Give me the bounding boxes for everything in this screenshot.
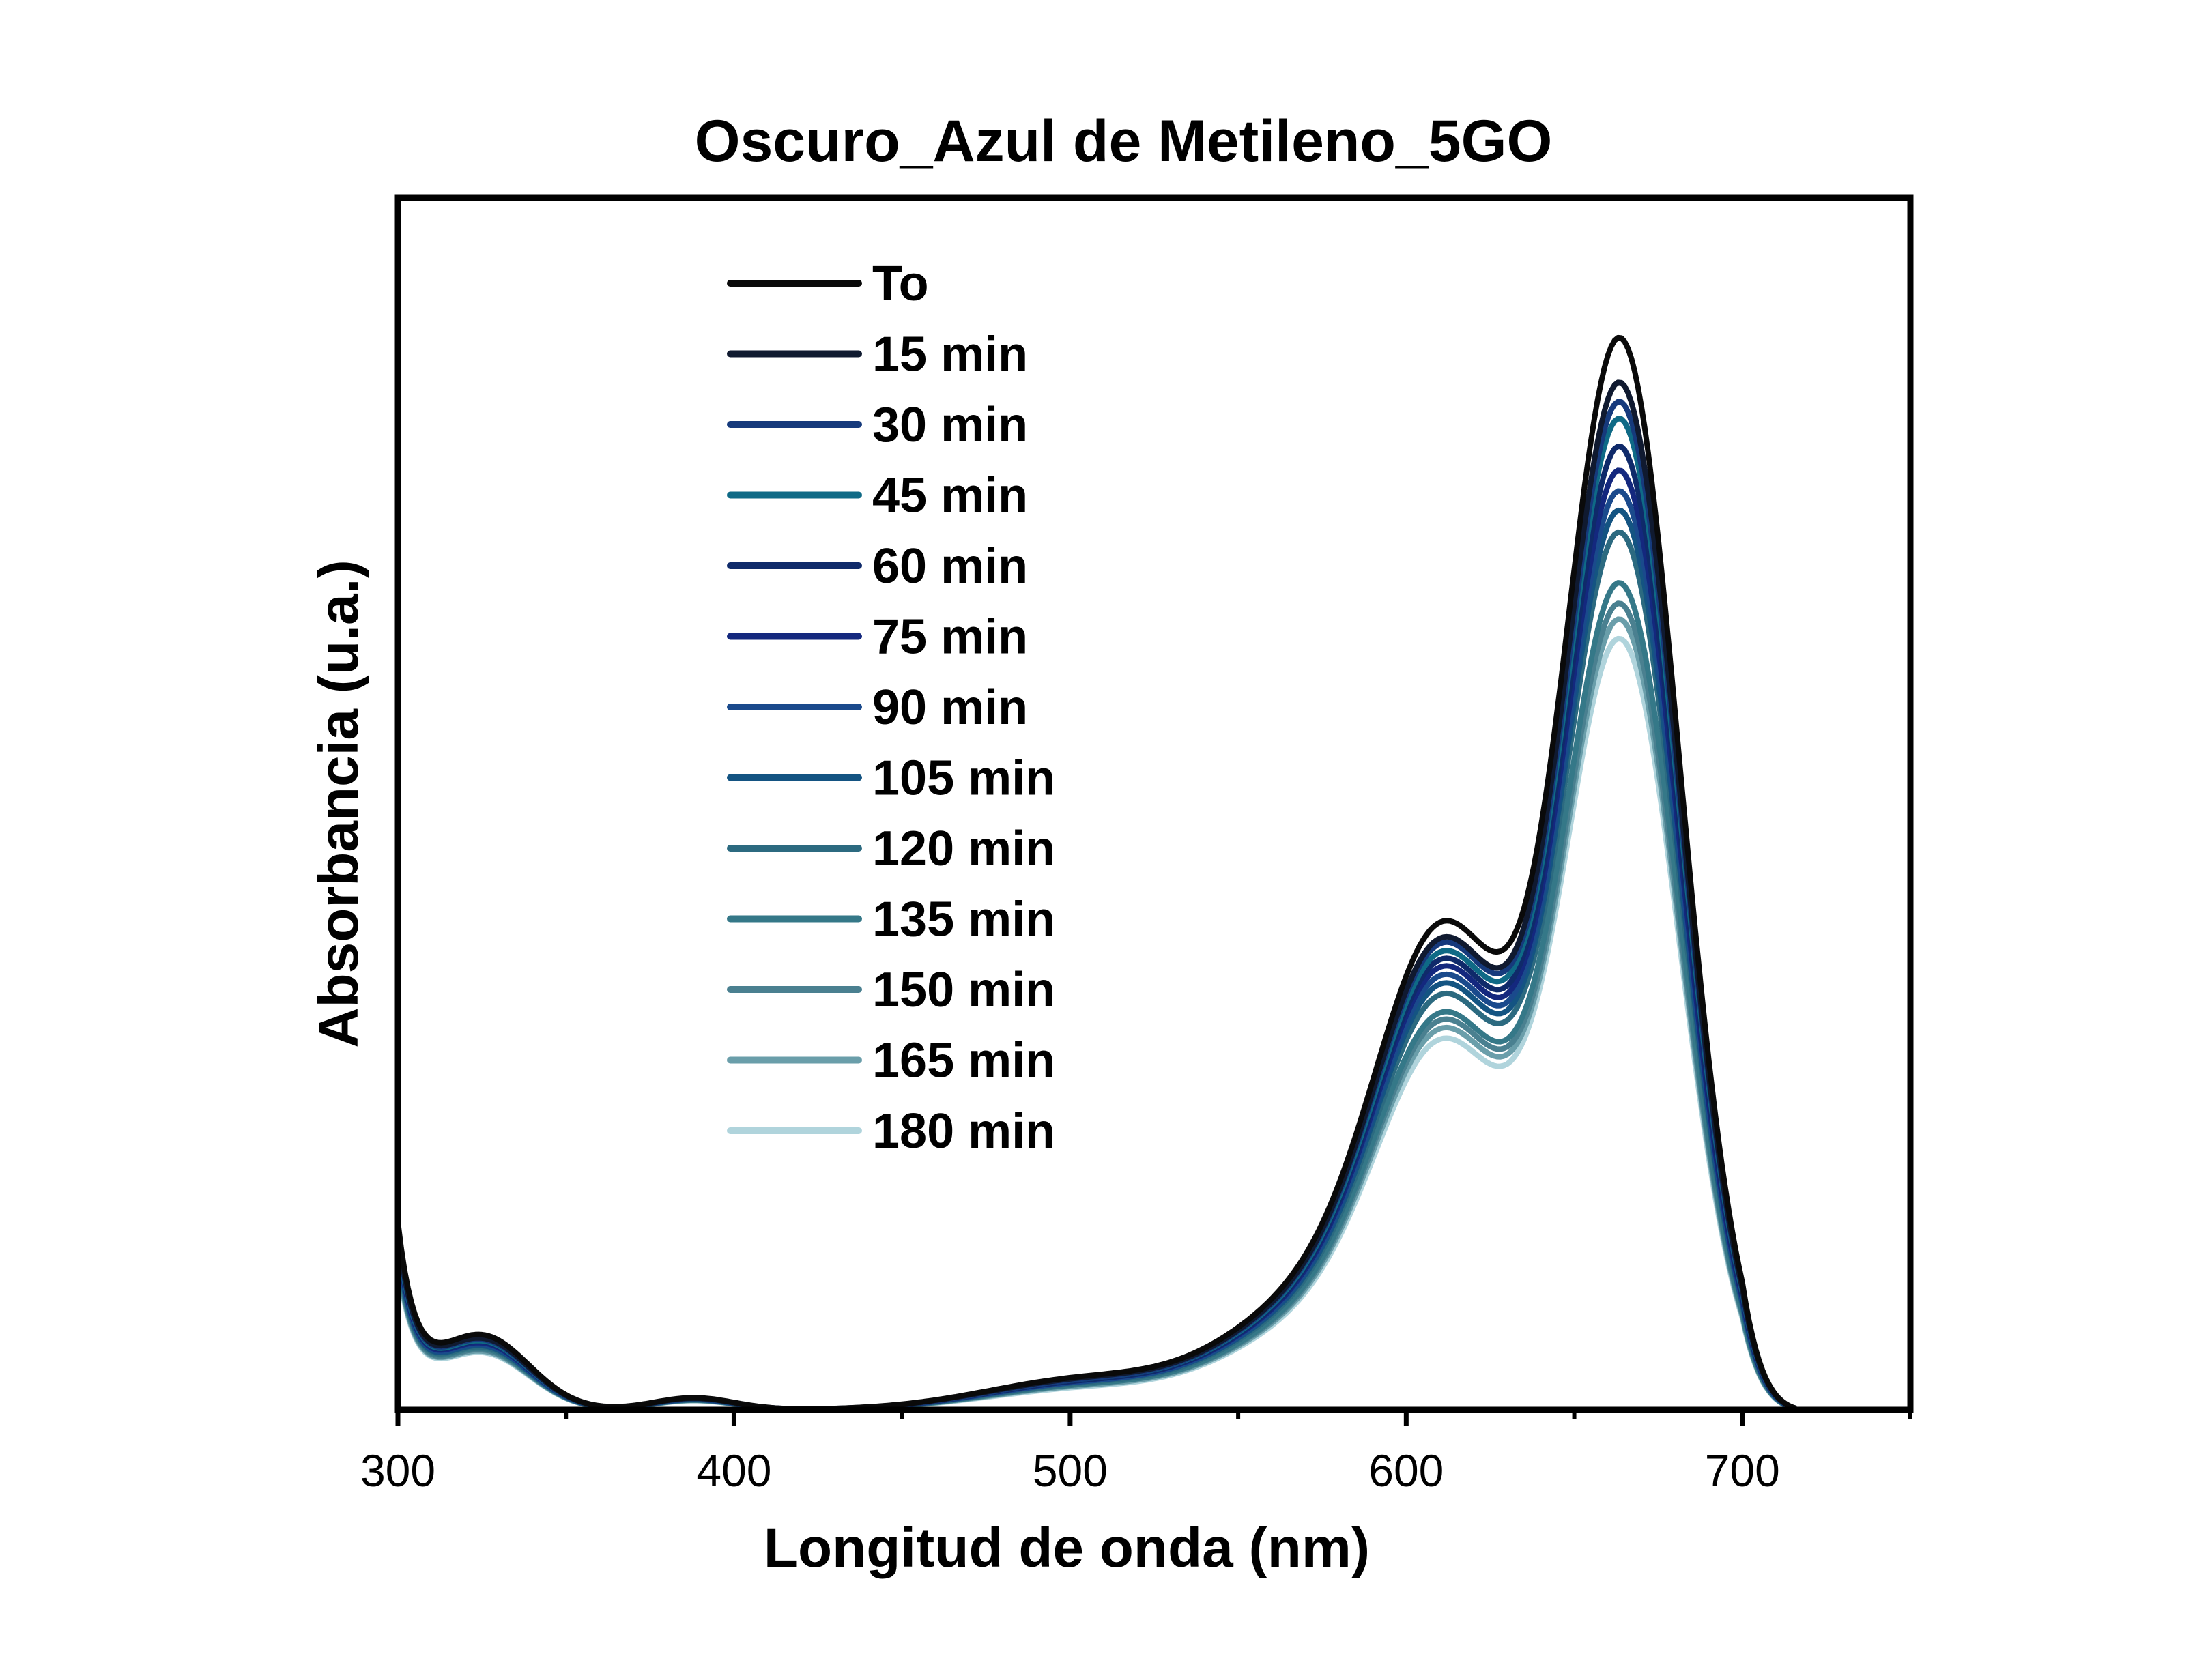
series-line-to: [395, 334, 1797, 1412]
legend-label: 135 min: [872, 893, 1055, 947]
x-tick-label: 700: [1705, 1445, 1780, 1496]
plot-frame: [394, 194, 1914, 1413]
x-tick-label: 300: [360, 1445, 435, 1496]
legend-label: 75 min: [872, 610, 1028, 665]
series-line-120-min: [395, 529, 1797, 1412]
legend-label: 150 min: [872, 963, 1055, 1017]
legend-label: 30 min: [872, 398, 1028, 452]
legend-label: 105 min: [872, 751, 1055, 806]
legend-label: To: [872, 257, 929, 311]
y-axis-label: Absorbancia (u.a.): [308, 560, 370, 1047]
legend-label: 165 min: [872, 1034, 1055, 1088]
legend-label: 180 min: [872, 1104, 1055, 1159]
chart-title: Oscuro_Azul de Metileno_5GO: [695, 108, 1553, 174]
x-tick-label: 500: [1033, 1445, 1108, 1496]
x-tick-label: 600: [1368, 1445, 1444, 1496]
legend-label: 45 min: [872, 469, 1028, 523]
plot-lines: [395, 334, 1797, 1413]
x-axis-label: Longitud de onda (nm): [764, 1517, 1370, 1579]
series-line-180-min: [395, 635, 1797, 1413]
x-axis-ticks: [395, 1410, 1912, 1426]
legend-label: 15 min: [872, 328, 1028, 382]
legend-label: 90 min: [872, 680, 1028, 735]
x-axis-tick-labels: 300 400 500 600 700: [360, 1445, 1780, 1496]
legend-label: 60 min: [872, 539, 1028, 594]
legend-label: 120 min: [872, 822, 1055, 876]
legend: To 15 min 30 min 45 min 60 min 75 min 90 min 10…: [727, 257, 1055, 1159]
x-tick-label: 400: [696, 1445, 771, 1496]
